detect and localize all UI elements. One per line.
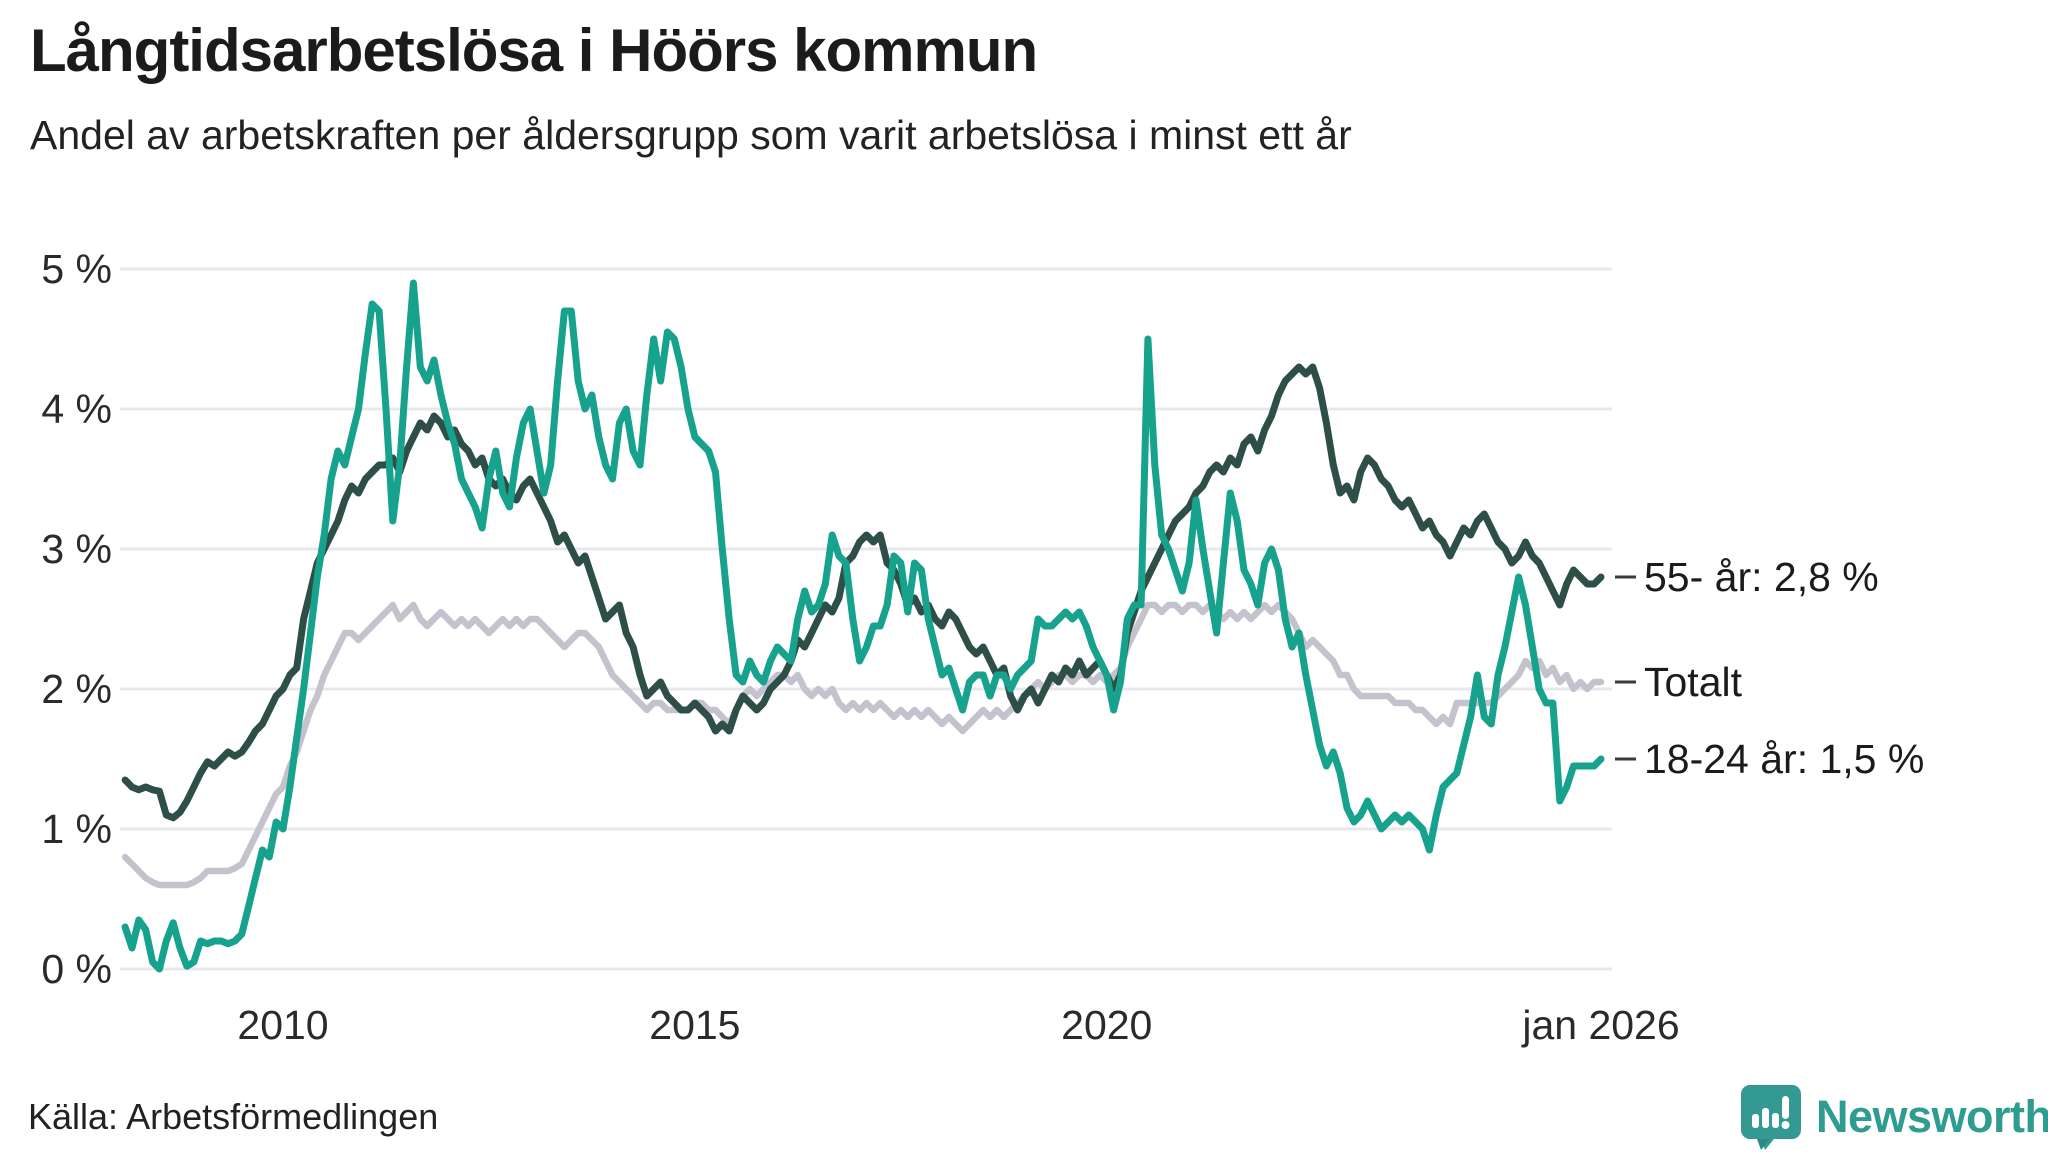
y-axis-label-0: 0 % [41, 946, 112, 992]
series-label-totalt: Totalt [1644, 659, 1742, 705]
newsworthy-logo: Newsworthy [1740, 1084, 2048, 1150]
source-text: Källa: Arbetsförmedlingen [28, 1096, 439, 1137]
y-axis-label-3: 3 % [41, 526, 112, 572]
series-line-55- år [121, 363, 1605, 822]
x-axis-label-2020: 2020 [1061, 1002, 1153, 1048]
x-axis-label-2015: 2015 [649, 1002, 741, 1048]
y-axis-label-1: 1 % [41, 806, 112, 852]
series-line-Totalt [121, 601, 1605, 889]
y-axis-label-2: 2 % [41, 666, 112, 712]
series-label-55-plus: 55- år: 2,8 % [1644, 554, 1879, 600]
chart-title: Långtidsarbetslösa i Höörs kommun [30, 17, 1038, 84]
newsworthy-logo-icon [1741, 1085, 1801, 1150]
series-line-18-24 år [121, 279, 1605, 973]
x-axis-label-jan-2026: jan 2026 [1522, 1002, 1680, 1048]
newsworthy-logo-text: Newsworthy [1816, 1091, 2048, 1142]
chart-subtitle: Andel av arbetskraften per åldersgrupp s… [30, 112, 1352, 158]
y-axis-label-5: 5 % [41, 246, 112, 292]
x-axis-label-2010: 2010 [237, 1002, 329, 1048]
series-label-18-24: 18-24 år: 1,5 % [1644, 736, 1925, 782]
y-axis-label-4: 4 % [41, 386, 112, 432]
